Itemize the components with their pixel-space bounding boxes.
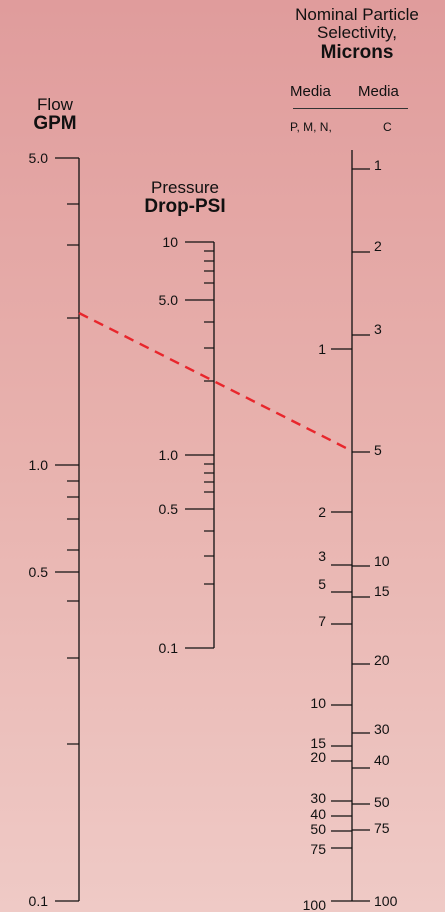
micron-title-line1: Nominal Particle bbox=[295, 5, 419, 24]
micron-right-tick-label: 20 bbox=[374, 652, 390, 668]
pressure-tick-label: 10 bbox=[162, 234, 178, 250]
flow-title: Flow bbox=[37, 95, 73, 114]
micron-right-tick-label: 30 bbox=[374, 721, 390, 737]
pressure-tick-label: 0.1 bbox=[159, 640, 179, 656]
media-left-label: Media bbox=[290, 83, 331, 100]
micron-right-tick-label: 40 bbox=[374, 752, 390, 768]
micron-left-tick-label: 15 bbox=[310, 735, 326, 751]
micron-left-tick-label: 40 bbox=[310, 806, 326, 822]
micron-right-tick-label: 100 bbox=[374, 893, 398, 909]
micron-left-tick-label: 100 bbox=[303, 897, 327, 912]
pressure-axis-header: Pressure Drop-PSI bbox=[125, 178, 245, 218]
pressure-tick-label: 0.5 bbox=[159, 501, 179, 517]
micron-left-tick-label: 75 bbox=[310, 841, 326, 857]
micron-right-tick-label: 50 bbox=[374, 794, 390, 810]
micron-left-tick-label: 30 bbox=[310, 790, 326, 806]
micron-right-tick-label: 1 bbox=[374, 157, 382, 173]
media-divider bbox=[293, 108, 408, 109]
micron-right-tick-label: 3 bbox=[374, 321, 382, 337]
micron-right-tick-label: 75 bbox=[374, 820, 390, 836]
flow-tick-label: 5.0 bbox=[29, 150, 49, 166]
flow-tick-label: 0.1 bbox=[29, 893, 49, 909]
pressure-tick-label: 5.0 bbox=[159, 292, 179, 308]
flow-unit: GPM bbox=[33, 113, 77, 135]
flow-tick-label: 1.0 bbox=[29, 457, 49, 473]
micron-left-tick-label: 5 bbox=[318, 576, 326, 592]
micron-left-tick-label: 3 bbox=[318, 548, 326, 564]
pressure-unit: Drop-PSI bbox=[144, 196, 226, 218]
pressure-title: Pressure bbox=[150, 178, 220, 197]
media-right-label: Media bbox=[358, 83, 399, 100]
micron-unit: Microns bbox=[320, 41, 394, 63]
flow-tick-label: 0.5 bbox=[29, 564, 49, 580]
micron-right-tick-label: 2 bbox=[374, 238, 382, 254]
micron-left-tick-label: 10 bbox=[310, 695, 326, 711]
media-left-sublabel: P, M, N, bbox=[290, 120, 332, 134]
micron-left-tick-label: 1 bbox=[318, 341, 326, 357]
micron-title-line2: Selectivity, bbox=[317, 23, 397, 43]
reading-dashed-line bbox=[78, 311, 353, 453]
micron-right-tick-label: 10 bbox=[374, 553, 390, 569]
micron-left-tick-label: 20 bbox=[310, 749, 326, 765]
flow-axis-header: Flow GPM bbox=[15, 95, 95, 135]
micron-right-tick-label: 5 bbox=[374, 442, 382, 458]
micron-left-tick-label: 50 bbox=[310, 821, 326, 837]
micron-right-tick-label: 15 bbox=[374, 583, 390, 599]
media-right-sublabel: C bbox=[383, 120, 392, 134]
micron-axis-header: Nominal Particle Selectivity, Microns bbox=[262, 5, 445, 63]
pressure-tick-label: 1.0 bbox=[159, 447, 179, 463]
micron-left-tick-label: 2 bbox=[318, 504, 326, 520]
micron-left-tick-label: 7 bbox=[318, 613, 326, 629]
